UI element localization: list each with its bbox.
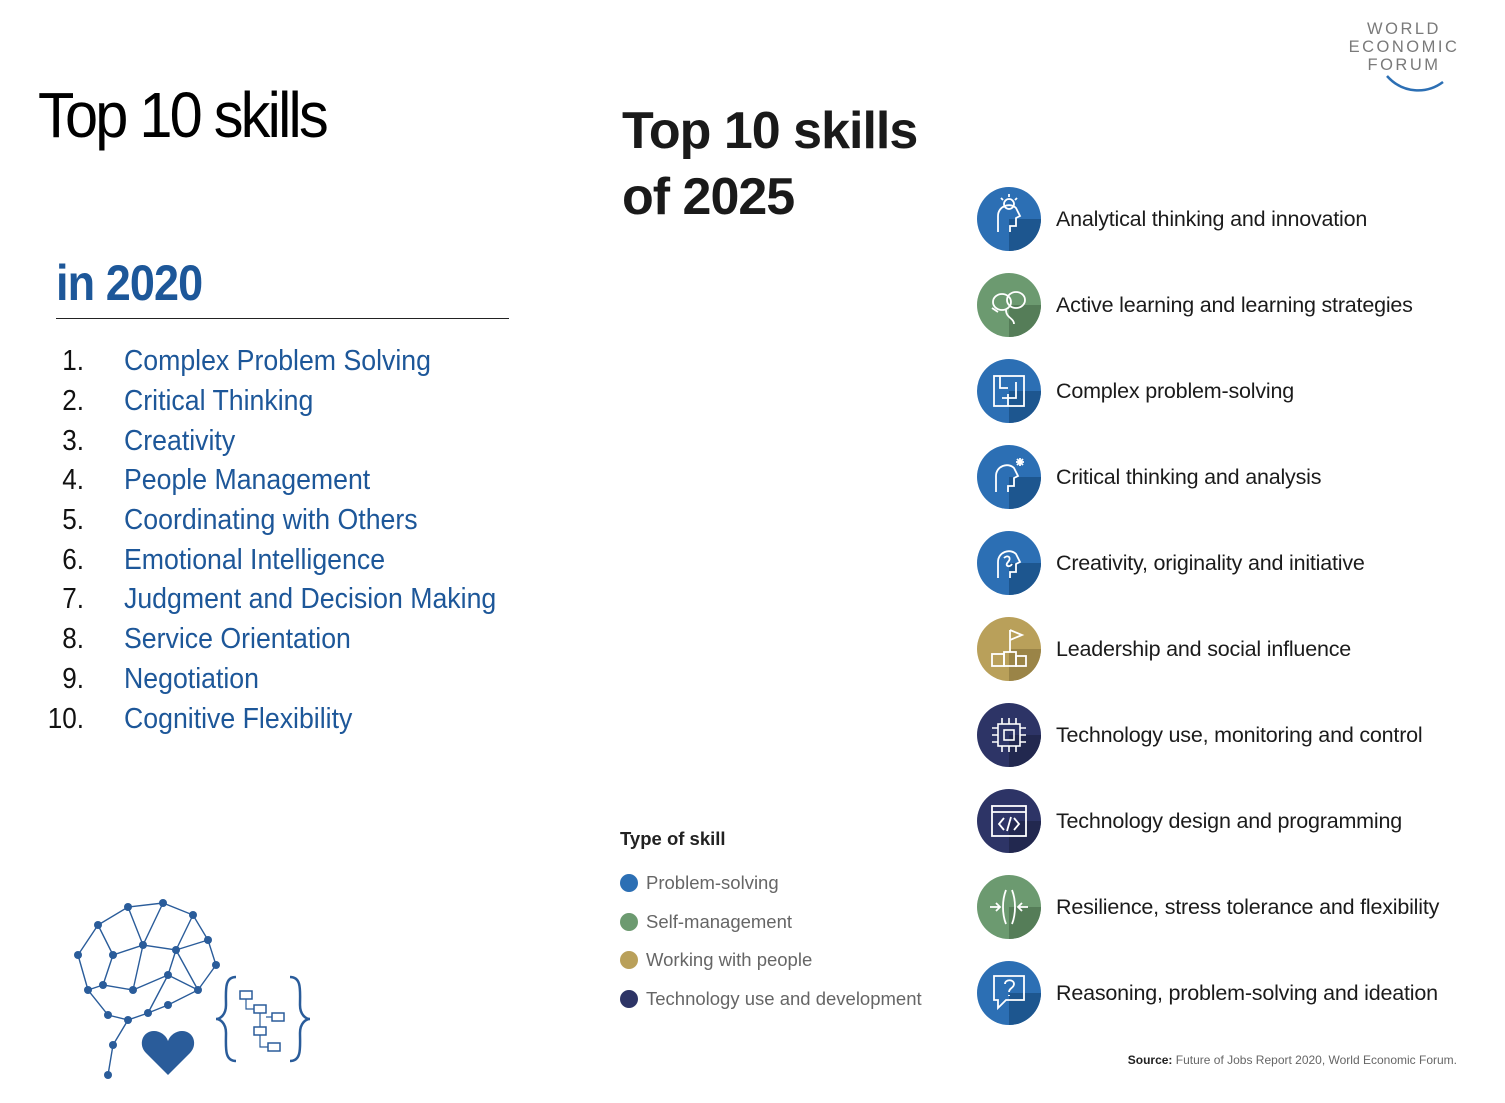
item-number: 4. [62, 464, 84, 497]
item-number: 3. [62, 424, 84, 457]
maze-icon [977, 359, 1041, 423]
title-line-2: of 2025 [622, 168, 795, 226]
skill-item: Technology use, monitoring and control [976, 700, 1423, 770]
legend-dot [620, 912, 638, 931]
list-item: 3. Creativity [40, 421, 235, 461]
logo-line: WORLD [1367, 20, 1441, 38]
legend-item: Technology use and development [620, 980, 922, 1019]
item-label: Complex Problem Solving [124, 345, 431, 378]
skill-label: Leadership and social influence [1056, 636, 1352, 661]
item-label: Judgment and Decision Making [124, 583, 497, 616]
item-number: 5. [62, 504, 84, 537]
skill-label: Critical thinking and analysis [1056, 464, 1322, 489]
skill-label: Creativity, originality and initiative [1056, 550, 1365, 575]
legend-title: Type of skill [620, 828, 726, 849]
creative-head-icon [977, 531, 1041, 595]
item-label: People Management [124, 464, 371, 497]
skill-item: Active learning and learning strategies [976, 270, 1413, 340]
item-label: Critical Thinking [124, 385, 314, 418]
legend-dot [620, 874, 638, 893]
skill-item: Creativity, originality and initiative [976, 528, 1365, 598]
list-item: 1. Complex Problem Solving [40, 342, 431, 382]
wef-infographic [598, 0, 1505, 1103]
brain-learning-icon [977, 273, 1041, 337]
skill-label: Technology use, monitoring and control [1056, 722, 1423, 747]
wef-logo: WORLD ECONOMIC FORUM [1345, 20, 1463, 74]
item-number: 6. [62, 543, 84, 576]
list-item: 7. Judgment and Decision Making [40, 580, 496, 620]
item-number: 10. [47, 702, 84, 735]
skill-label: Technology design and programming [1056, 808, 1402, 833]
heart-puzzle-icon [141, 1031, 195, 1075]
skill-label: Reasoning, problem-solving and ideation [1056, 980, 1438, 1005]
chip-icon [977, 703, 1041, 767]
lightbulb-head-icon [977, 187, 1041, 251]
logo-line: ECONOMIC [1348, 38, 1460, 56]
pressure-arrows-icon [977, 875, 1041, 939]
logo-line: FORUM [1367, 56, 1441, 74]
legend-item: Self-management [620, 903, 922, 942]
legend-dot [620, 951, 638, 970]
skill-item: Critical thinking and analysis [976, 442, 1321, 512]
wef-arc-icon [1386, 75, 1444, 92]
list-item: 8. Service Orientation [40, 620, 351, 660]
skills-2020-list: 1. Complex Problem Solving 2. Critical Thi… [40, 342, 497, 739]
legend-label: Working with people [646, 949, 813, 971]
list-item: 9. Negotiation [40, 660, 259, 700]
title-line-1: Top 10 skills [622, 102, 918, 160]
list-item: 4. People Management [40, 461, 370, 501]
item-label: Cognitive Flexibility [124, 702, 353, 735]
skill-item: Reasoning, problem-solving and ideation [976, 958, 1438, 1028]
question-bubble-icon [977, 961, 1041, 1025]
legend-item: Working with people [620, 941, 922, 980]
source-text: Future of Jobs Report 2020, World Econom… [1175, 1053, 1457, 1067]
legend-label: Technology use and development [646, 987, 922, 1009]
legend-label: Self-management [646, 910, 793, 932]
legend-item: Problem-solving [620, 864, 922, 903]
item-label: Emotional Intelligence [124, 543, 386, 576]
list-item: 10. Cognitive Flexibility [40, 699, 353, 739]
skill-item: Technology design and programming [976, 786, 1402, 856]
item-label: Negotiation [124, 662, 259, 695]
item-number: 2. [62, 385, 84, 418]
list-item: 6. Emotional Intelligence [40, 540, 385, 580]
source-label: Source: [1127, 1053, 1173, 1067]
skill-item: Resilience, stress tolerance and flexibi… [976, 872, 1439, 942]
network-brain-nodes [74, 899, 220, 1079]
flowchart-braces-icon [215, 975, 311, 1063]
skill-label: Resilience, stress tolerance and flexibi… [1056, 894, 1440, 919]
item-label: Coordinating with Others [124, 504, 418, 537]
item-label: Service Orientation [124, 623, 351, 656]
legend: Problem-solving Self-management Working … [620, 864, 922, 1018]
page-title: Top 10 skills [38, 79, 329, 151]
source-note: Source: Future of Jobs Report 2020, Worl… [1128, 1053, 1457, 1067]
divider [56, 318, 509, 319]
illustration [74, 899, 311, 1079]
item-number: 8. [62, 623, 84, 656]
skill-label: Complex problem-solving [1056, 378, 1294, 403]
legend-label: Problem-solving [646, 872, 779, 894]
item-number: 7. [62, 583, 84, 616]
infographic-title: Top 10 skills of 2025 [622, 98, 918, 230]
skill-label: Active learning and learning strategies [1056, 292, 1413, 317]
item-number: 9. [62, 662, 84, 695]
legend-dot [620, 989, 638, 1008]
code-window-icon [977, 789, 1041, 853]
list-item: 2. Critical Thinking [40, 382, 313, 422]
spark-head-icon [977, 445, 1041, 509]
skill-label: Analytical thinking and innovation [1056, 206, 1368, 231]
skill-item: Analytical thinking and innovation [976, 184, 1367, 254]
list-item: 5. Coordinating with Others [40, 501, 417, 541]
skill-item: Complex problem-solving [976, 356, 1294, 426]
item-number: 1. [62, 345, 84, 378]
skill-item: Leadership and social influence [976, 614, 1351, 684]
year-subtitle: in 2020 [56, 255, 203, 311]
flag-podium-icon [977, 617, 1041, 681]
item-label: Creativity [124, 424, 236, 457]
